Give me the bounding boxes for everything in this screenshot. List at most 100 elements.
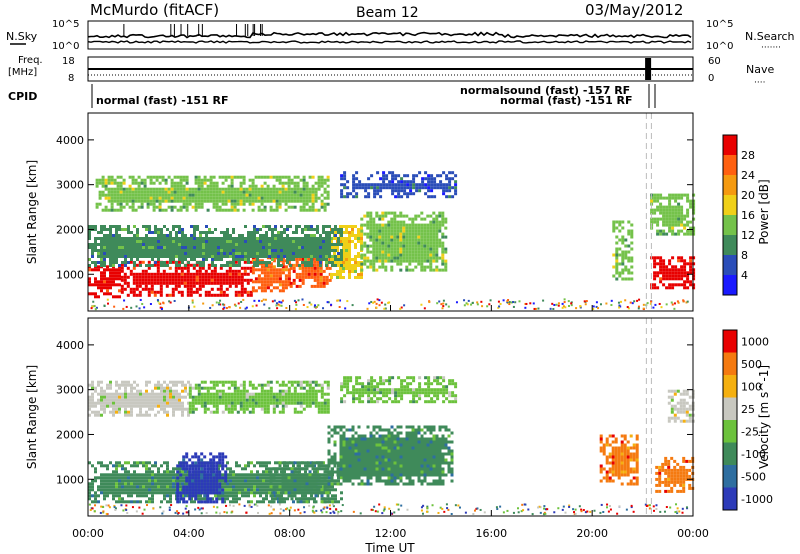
heatmap-cell xyxy=(160,479,163,483)
heatmap-cell xyxy=(140,190,144,194)
heatmap-cell xyxy=(88,277,91,281)
heatmap-cell xyxy=(618,253,622,257)
heatmap-cell xyxy=(97,283,100,287)
heatmap-cell xyxy=(354,261,357,264)
heatmap-cell xyxy=(665,286,669,290)
heatmap-cell xyxy=(178,240,181,243)
heatmap-cell xyxy=(227,184,231,188)
heatmap-cell xyxy=(390,217,394,221)
heatmap-cell xyxy=(236,208,240,212)
heatmap-cell xyxy=(677,274,681,278)
heatmap-cell xyxy=(97,461,100,465)
noise-speck xyxy=(675,503,678,506)
heatmap-cell xyxy=(396,238,400,242)
heatmap-cell xyxy=(116,199,120,203)
noise-speck xyxy=(294,308,297,311)
heatmap-cell xyxy=(238,491,241,495)
heatmap-cell xyxy=(251,193,255,197)
heatmap-cell xyxy=(170,196,174,200)
heatmap-cell xyxy=(337,258,340,261)
heatmap-cell xyxy=(194,491,198,495)
heatmap-cell xyxy=(194,208,198,212)
noise-speck xyxy=(245,306,248,309)
heatmap-cell xyxy=(376,192,380,196)
nsearch-dots: ······· xyxy=(761,43,781,53)
heatmap-cell xyxy=(281,190,285,194)
heatmap-cell xyxy=(429,241,433,245)
heatmap-cell xyxy=(181,470,184,474)
heatmap-cell xyxy=(409,183,413,187)
heatmap-cell xyxy=(231,272,235,276)
heatmap-cell xyxy=(326,196,330,200)
noise-speck xyxy=(330,303,333,306)
heatmap-cell xyxy=(325,275,329,279)
heatmap-cell xyxy=(259,261,262,264)
heatmap-cell xyxy=(289,246,292,249)
heatmap-cell xyxy=(212,458,216,462)
noise-speck xyxy=(677,301,680,304)
heatmap-cell xyxy=(265,482,268,486)
heatmap-cell xyxy=(232,476,235,480)
heatmap-cell xyxy=(172,467,175,471)
heatmap-cell xyxy=(275,205,279,209)
heatmap-cell xyxy=(317,196,321,200)
heatmap-cell xyxy=(289,258,292,261)
heatmap-cell xyxy=(214,252,217,255)
noise-speck xyxy=(242,298,245,301)
heatmap-cell xyxy=(124,488,127,492)
heatmap-cell xyxy=(322,243,325,246)
colorbar-tick-label: 12 xyxy=(741,229,755,242)
heatmap-cell xyxy=(408,253,412,257)
heatmap-cell xyxy=(418,171,422,175)
heatmap-cell xyxy=(417,229,421,233)
heatmap-cell xyxy=(444,235,448,239)
heatmap-cell xyxy=(232,237,235,240)
heatmap-cell xyxy=(292,258,295,261)
heatmap-cell xyxy=(115,258,118,261)
heatmap-cell xyxy=(680,265,684,269)
heatmap-cell xyxy=(118,255,121,258)
heatmap-cell xyxy=(432,247,436,251)
heatmap-cell xyxy=(340,231,343,234)
heatmap-cell xyxy=(223,240,226,243)
heatmap-cell xyxy=(245,190,249,194)
heatmap-cell xyxy=(320,193,324,197)
heatmap-cell xyxy=(621,226,625,230)
heatmap-cell xyxy=(228,278,232,282)
heatmap-cell xyxy=(345,243,348,246)
heatmap-cell xyxy=(342,261,345,264)
heatmap-cell xyxy=(260,184,264,188)
heatmap-cell xyxy=(184,470,187,474)
heatmap-cell xyxy=(367,192,371,196)
heatmap-cell xyxy=(203,470,207,474)
heatmap-cell xyxy=(272,259,276,263)
heatmap-cell xyxy=(174,284,178,288)
noise-speck xyxy=(92,300,95,303)
noise-speck xyxy=(344,307,347,310)
heatmap-cell xyxy=(689,199,693,203)
noise-speck xyxy=(439,506,442,509)
heatmap-cell xyxy=(176,193,180,197)
heatmap-cell xyxy=(357,252,360,255)
heatmap-cell xyxy=(176,497,180,501)
heatmap-cell xyxy=(272,196,276,200)
heatmap-cell xyxy=(189,284,193,288)
cpid-mode-3: normal (fast) -151 RF xyxy=(500,94,633,107)
heatmap-cell xyxy=(173,187,177,191)
heatmap-cell xyxy=(232,228,235,231)
heatmap-cell xyxy=(205,249,208,252)
heatmap-cell xyxy=(337,237,340,240)
heatmap-cell xyxy=(275,268,279,272)
noise-speck xyxy=(168,300,171,303)
heatmap-cell xyxy=(677,208,681,212)
heatmap-cell xyxy=(220,246,223,249)
heatmap-cell xyxy=(234,278,238,282)
heatmap-cell xyxy=(408,256,412,260)
heatmap-cell xyxy=(115,461,118,465)
heatmap-cell xyxy=(692,202,696,206)
heatmap-cell xyxy=(146,187,150,191)
heatmap-cell xyxy=(106,289,109,293)
heatmap-cell xyxy=(680,220,684,224)
heatmap-cell xyxy=(183,266,187,270)
heatmap-cell xyxy=(296,196,300,200)
